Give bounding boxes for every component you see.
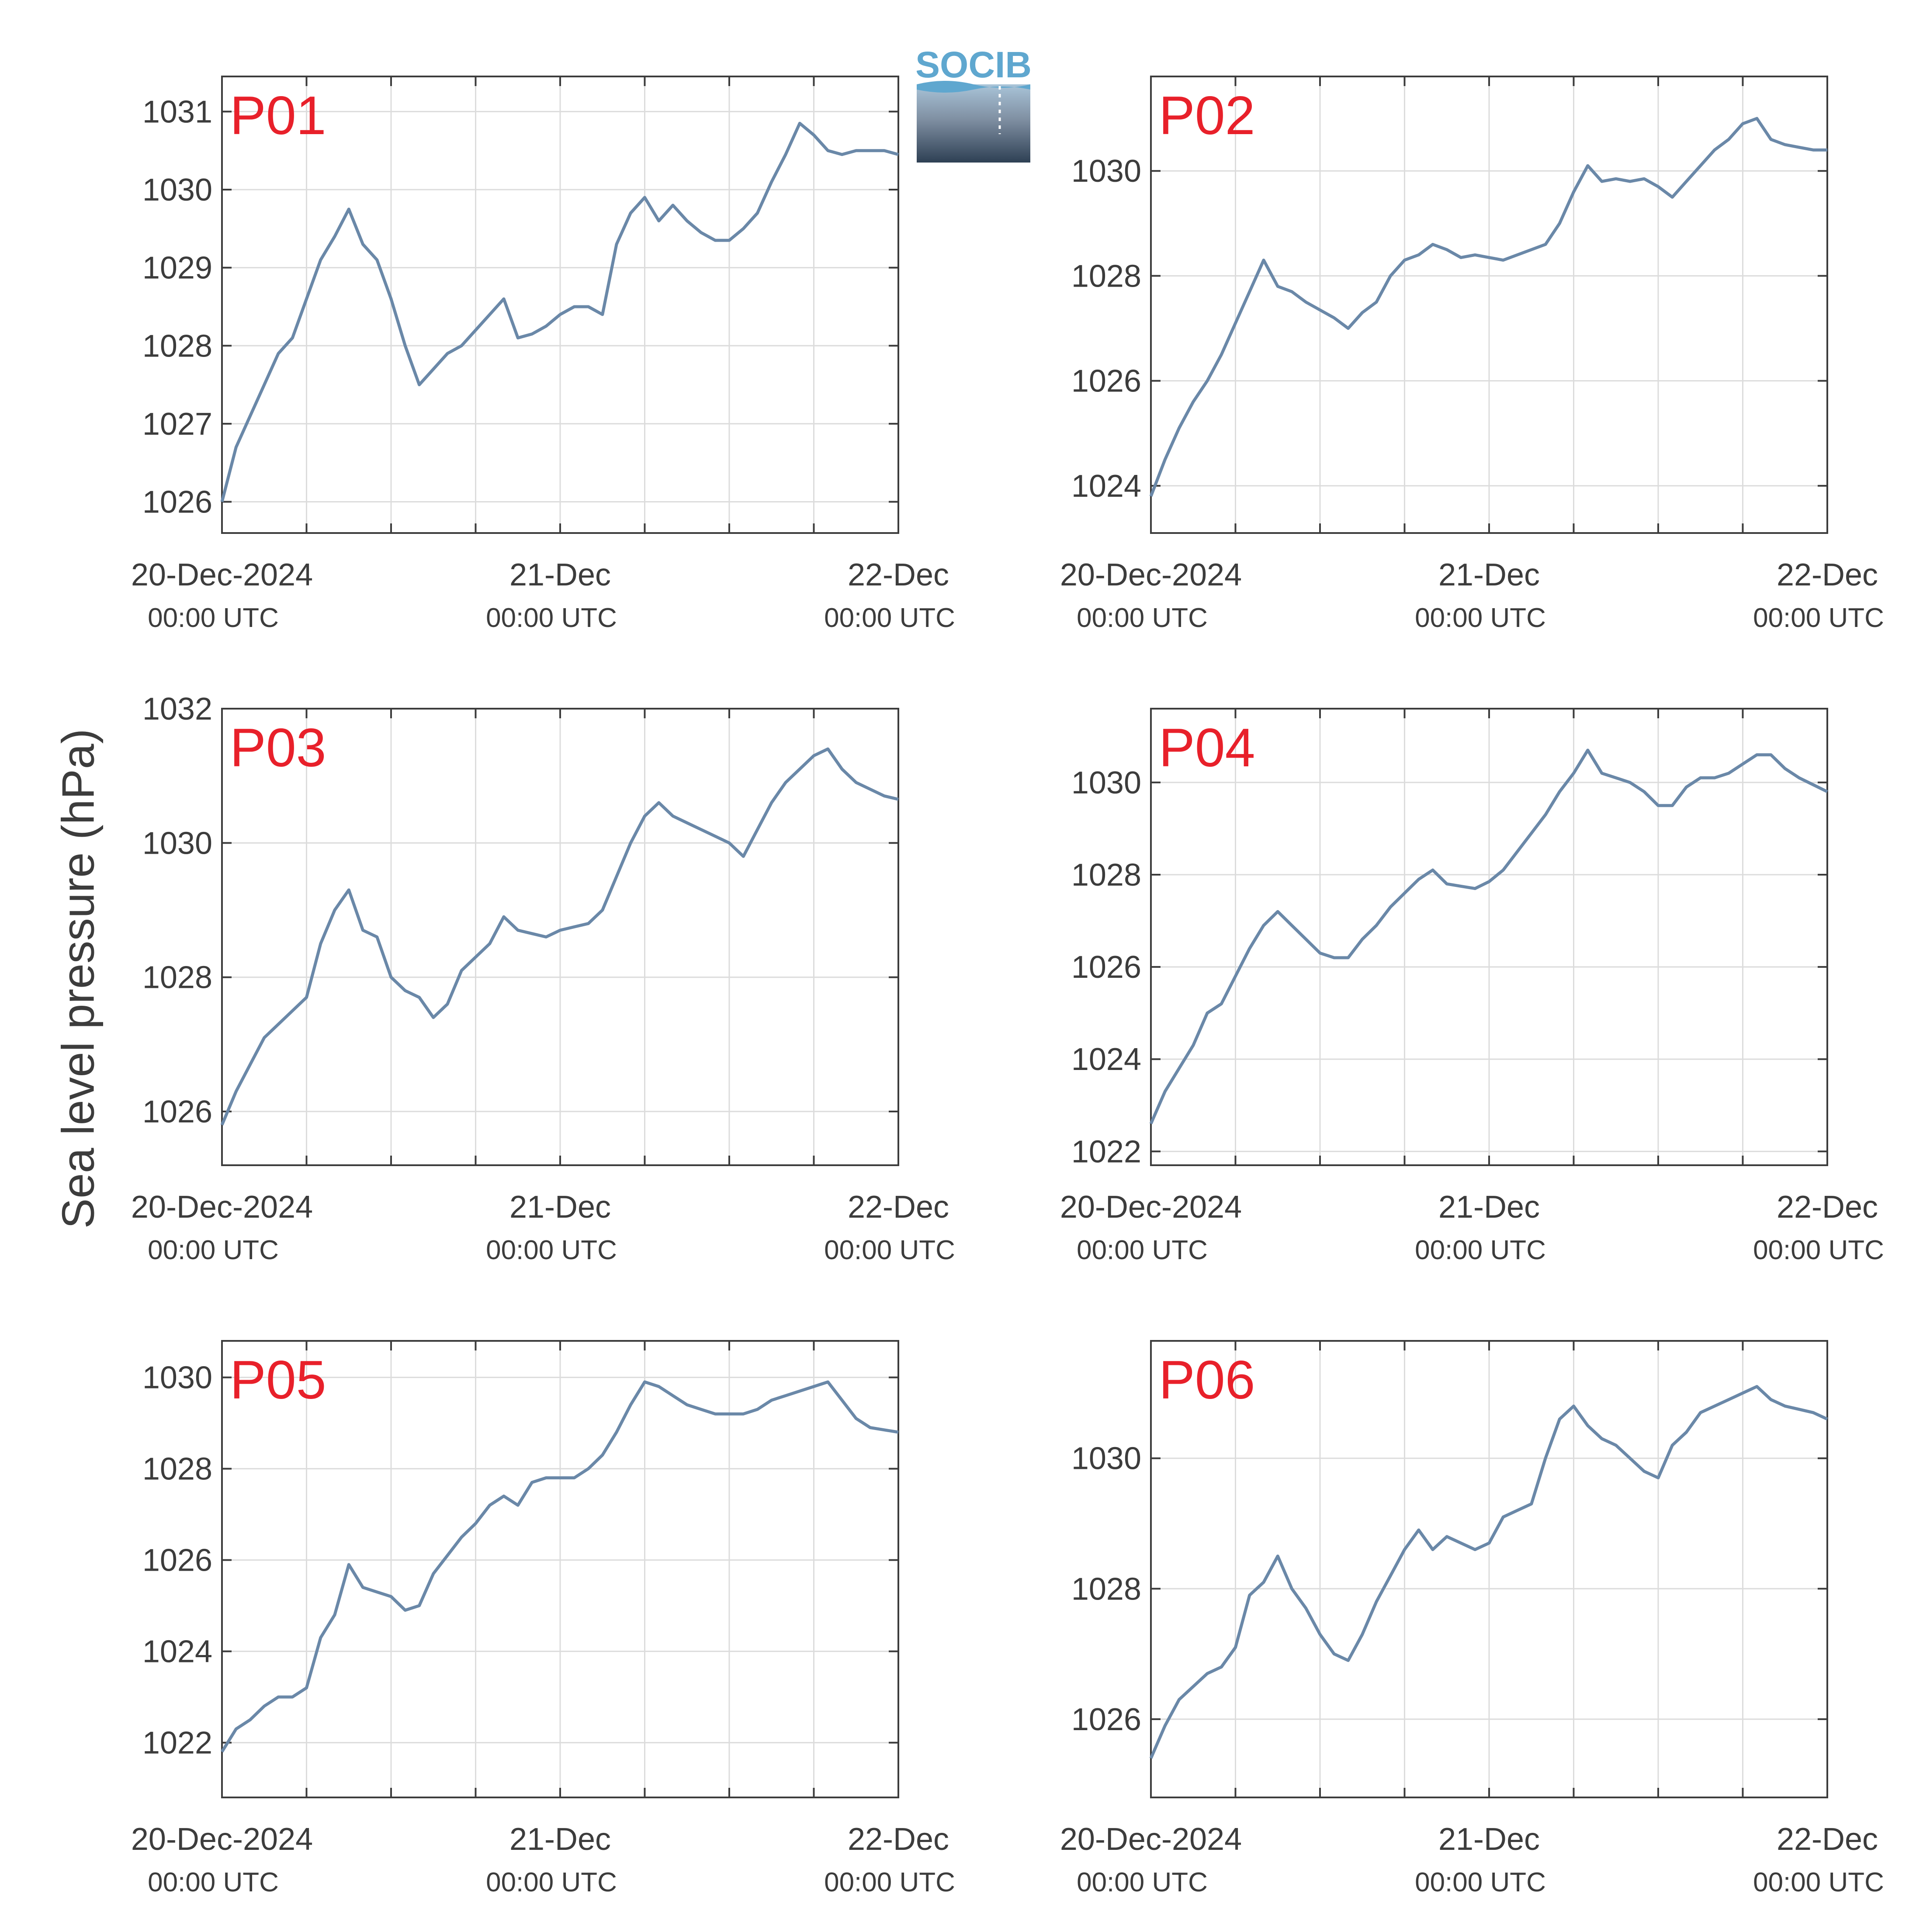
x-tick-sublabel: 00:00 UTC — [824, 1867, 955, 1897]
y-tick-label: 1028 — [1071, 858, 1141, 893]
y-tick-label: 1031 — [142, 94, 212, 129]
panel-label: P01 — [230, 86, 326, 146]
x-tick-label: 21-Dec — [1438, 1822, 1540, 1857]
y-tick-label: 1026 — [1071, 1702, 1141, 1737]
x-tick-label: 22-Dec — [848, 1822, 949, 1857]
chart-panel-p02: 1024 1026 1028 1030 20-Dec-2024 00:00 UTC 21-D… — [1060, 76, 1884, 633]
x-tick-label: 22-Dec — [1777, 1190, 1878, 1225]
y-tick-label: 1028 — [142, 960, 212, 995]
x-tick-sublabel: 00:00 UTC — [1753, 1235, 1884, 1265]
y-tick-label: 1026 — [142, 1094, 212, 1129]
x-tick-sublabel: 00:00 UTC — [486, 1867, 617, 1897]
panel-label: P06 — [1159, 1350, 1255, 1410]
x-tick-label: 20-Dec-2024 — [131, 1822, 313, 1857]
logo-mark — [917, 84, 1030, 163]
x-tick-label: 22-Dec — [1777, 1822, 1878, 1857]
y-tick-label: 1028 — [1071, 259, 1141, 294]
x-tick-sublabel: 00:00 UTC — [1753, 603, 1884, 633]
socib-logo: SOCIB — [917, 47, 1030, 163]
series-line — [221, 1380, 899, 1753]
chart-panel-p06: 1026 1028 1030 20-Dec-2024 00:00 UTC 21-Dec 00… — [1060, 1340, 1884, 1897]
x-tick-sublabel: 00:00 UTC — [1077, 1235, 1208, 1265]
x-tick-sublabel: 00:00 UTC — [486, 1235, 617, 1265]
y-tick-label: 1022 — [1071, 1134, 1141, 1169]
x-tick-label: 20-Dec-2024 — [131, 557, 313, 592]
x-tick-sublabel: 00:00 UTC — [1077, 603, 1208, 633]
x-tick-label: 21-Dec — [1438, 1190, 1540, 1225]
x-tick-sublabel: 00:00 UTC — [148, 603, 279, 633]
panel-label: P03 — [230, 718, 326, 778]
y-tick-label: 1030 — [142, 173, 212, 208]
y-tick-label: 1022 — [142, 1726, 212, 1761]
x-tick-label: 21-Dec — [509, 557, 611, 592]
series-line — [220, 121, 899, 502]
y-tick-label: 1030 — [1071, 1441, 1141, 1476]
x-tick-sublabel: 00:00 UTC — [824, 1235, 955, 1265]
x-tick-label: 22-Dec — [848, 1190, 949, 1225]
y-tick-label: 1026 — [1071, 364, 1141, 399]
series-line — [1149, 748, 1828, 1125]
x-tick-sublabel: 00:00 UTC — [824, 603, 955, 633]
x-tick-label: 20-Dec-2024 — [1060, 557, 1242, 592]
panel-label: P05 — [230, 1350, 326, 1410]
x-tick-sublabel: 00:00 UTC — [1415, 1867, 1546, 1897]
chart-panel-p03: 1026 1028 1030 1032 20-Dec-2024 00:00 UTC 21-D… — [131, 692, 955, 1265]
y-tick-label: 1030 — [142, 1361, 212, 1395]
y-tick-label: 1030 — [142, 826, 212, 861]
x-tick-sublabel: 00:00 UTC — [486, 603, 617, 633]
y-tick-label: 1024 — [1071, 1042, 1141, 1077]
x-tick-sublabel: 00:00 UTC — [1415, 1235, 1546, 1265]
chart-panel-p01: 1026 1027 1028 1029 1030 1031 20-Dec-2024 00:00… — [131, 76, 955, 633]
x-tick-label: 22-Dec — [1777, 557, 1878, 592]
chart-panel-p04: 1022 1024 1026 1028 1030 20-Dec-2024 00:00 UTC… — [1060, 708, 1884, 1265]
series-line — [220, 747, 899, 1126]
x-tick-label: 21-Dec — [509, 1822, 611, 1857]
x-tick-label: 20-Dec-2024 — [131, 1190, 313, 1225]
y-tick-label: 1024 — [1071, 469, 1141, 504]
y-tick-label: 1026 — [1071, 950, 1141, 985]
y-tick-label: 1032 — [142, 692, 212, 727]
x-tick-label: 20-Dec-2024 — [1060, 1190, 1242, 1225]
x-tick-label: 21-Dec — [1438, 557, 1540, 592]
x-tick-sublabel: 00:00 UTC — [1753, 1867, 1884, 1897]
x-tick-sublabel: 00:00 UTC — [148, 1867, 279, 1897]
y-tick-label: 1030 — [1071, 765, 1141, 800]
series-line — [1149, 1385, 1828, 1759]
y-tick-label: 1026 — [142, 485, 212, 520]
chart-panel-p05: 1022 1024 1026 1028 1030 20-Dec-2024 00:00 UTC… — [131, 1340, 955, 1897]
panel-label: P04 — [1159, 718, 1255, 778]
y-tick-label: 1026 — [142, 1543, 212, 1578]
y-tick-label: 1029 — [142, 251, 212, 286]
y-tick-label: 1028 — [142, 1452, 212, 1487]
y-tick-label: 1030 — [1071, 154, 1141, 189]
y-tick-label: 1024 — [142, 1634, 212, 1669]
x-tick-sublabel: 00:00 UTC — [148, 1235, 279, 1265]
x-tick-label: 22-Dec — [848, 557, 949, 592]
x-tick-label: 21-Dec — [509, 1190, 611, 1225]
x-tick-label: 20-Dec-2024 — [1060, 1822, 1242, 1857]
logo-text: SOCIB — [917, 47, 1030, 85]
x-tick-sublabel: 00:00 UTC — [1077, 1867, 1208, 1897]
series-line — [1149, 117, 1827, 497]
y-tick-label: 1027 — [142, 407, 212, 442]
x-tick-sublabel: 00:00 UTC — [1415, 603, 1546, 633]
panel-label: P02 — [1159, 86, 1255, 146]
y-tick-label: 1028 — [1071, 1572, 1141, 1607]
y-tick-label: 1028 — [142, 329, 212, 364]
